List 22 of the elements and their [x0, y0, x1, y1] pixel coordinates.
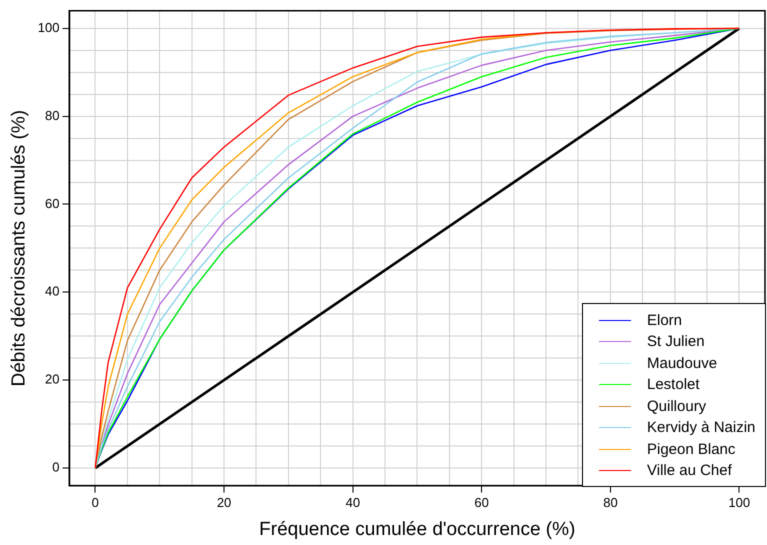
y-tick-label: 40	[45, 284, 60, 299]
legend-label: Kervidy à Naizin	[647, 419, 756, 436]
legend-label: Lestolet	[647, 376, 700, 394]
y-tick-label: 80	[45, 108, 60, 123]
legend-label: Elorn	[647, 312, 682, 329]
x-tick-label: 40	[346, 494, 360, 510]
legend-label: Quilloury	[647, 398, 706, 415]
x-tick-label: 100	[728, 494, 750, 510]
legend-label: Pigeon Blanc	[647, 440, 736, 458]
y-axis-title: Débits décroissants cumulés (%)	[8, 110, 30, 387]
legend-label: Maudouve	[647, 354, 718, 372]
x-tick-label: 20	[216, 494, 232, 510]
y-tick-label: 60	[45, 196, 60, 211]
x-tick-label: 60	[474, 494, 489, 510]
y-tick-label: 20	[45, 372, 60, 387]
y-tick-label: 100	[38, 20, 60, 35]
legend-label: St Julien	[647, 333, 705, 350]
x-axis-title: Fréquence cumulée d'occurrence (%)	[259, 518, 576, 540]
x-tick-label: 80	[603, 494, 618, 510]
y-tick-label: 0	[52, 460, 60, 475]
x-tick-label: 0	[92, 494, 99, 510]
legend-label: Ville au Chef	[647, 462, 732, 480]
